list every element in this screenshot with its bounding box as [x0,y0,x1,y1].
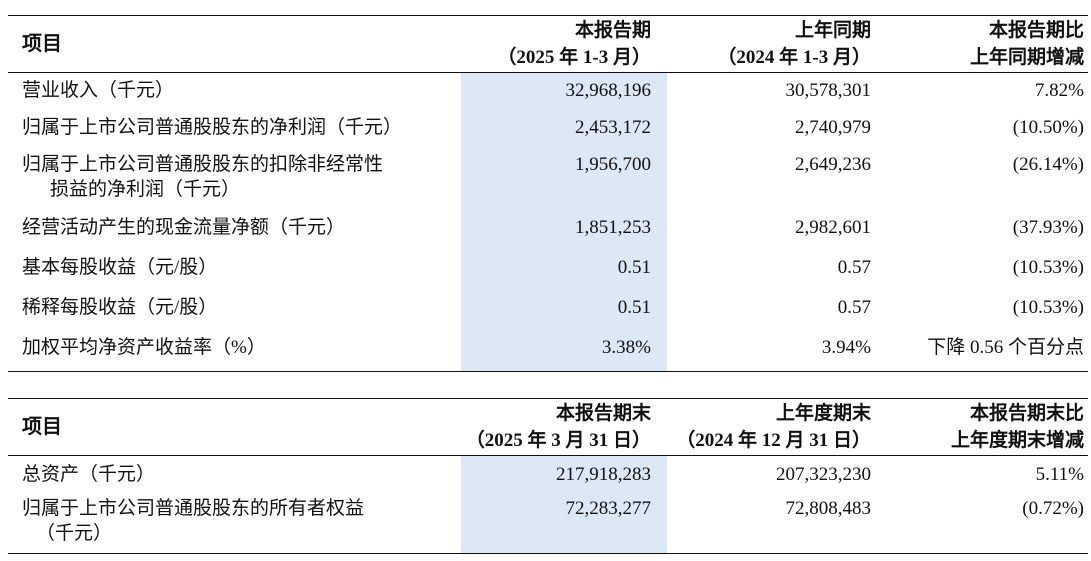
row-prior: 2,649,236 [795,154,871,175]
row-label: 总资产（千元） [22,464,156,485]
row-label-line2: 损益的净利润（千元） [50,179,241,200]
balance-summary-table: 项目 本报告期末 （2025 年 3 月 31 日） 上年度期末 （2024 年… [8,398,1088,554]
row-label: 归属于上市公司普通股股东的扣除非经常性 损益的净利润（千元） [8,152,453,210]
header-change-line1: 本报告期比 [988,20,1084,41]
table-row: 经营活动产生的现金流量净额（千元） 1,851,253 2,982,601 (3… [8,210,1088,250]
row-current: 0.51 [617,257,651,278]
table-body: 营业收入（千元） 32,968,196 30,578,301 7.82% 归属于… [8,73,1088,371]
row-change: (10.53%) [1012,257,1084,278]
table-row: 营业收入（千元） 32,968,196 30,578,301 7.82% [8,73,1088,110]
table-row: 归属于上市公司普通股股东的净利润（千元） 2,453,172 2,740,979… [8,110,1088,147]
current-period-highlight [461,456,667,553]
row-label: 归属于上市公司普通股股东的净利润（千元） [22,117,403,138]
row-change: (10.53%) [1012,297,1084,318]
row-prior: 2,982,601 [795,217,871,238]
row-label: 营业收入（千元） [22,80,175,101]
table-body: 总资产（千元） 217,918,283 207,323,230 5.11% 归属… [8,456,1088,553]
header-change-line1: 本报告期末比 [969,403,1084,424]
row-change: (0.72%) [1022,498,1084,519]
row-label: 基本每股收益（元/股） [22,257,218,278]
header-current-line1: 本报告期 [574,20,651,41]
header-prior-line2: （2024 年 1-3 月） [717,47,871,68]
header-current-line2: （2025 年 3 月 31 日） [465,430,651,451]
row-prior: 0.57 [837,297,871,318]
row-change: (37.93%) [1012,217,1084,238]
header-change: 本报告期比 上年同期增减 [879,17,1088,71]
header-current-line2: （2025 年 1-3 月） [497,47,651,68]
header-item: 项目 [22,415,62,438]
row-label: 加权平均净资产收益率（%） [22,337,266,358]
table-header-row: 项目 本报告期末 （2025 年 3 月 31 日） 上年度期末 （2024 年… [8,399,1088,455]
row-change: (26.14%) [1012,154,1084,175]
table-row: 归属于上市公司普通股股东的扣除非经常性 损益的净利润（千元） 1,956,700… [8,147,1088,210]
row-current: 1,851,253 [575,217,651,238]
row-current: 1,956,700 [575,154,651,175]
row-change: 7.82% [1034,80,1084,101]
header-change-line2: 上年度期末增减 [950,430,1084,451]
table-row: 归属于上市公司普通股股东的所有者权益 （千元） 72,283,277 72,80… [8,494,1088,553]
financial-summary-table: 项目 本报告期 （2025 年 1-3 月） 上年同期 （2024 年 1-3 … [8,15,1088,372]
header-prior-period: 上年同期 （2024 年 1-3 月） [659,17,879,71]
header-item: 项目 [22,32,62,55]
row-prior: 207,323,230 [776,464,871,485]
header-current-line1: 本报告期末 [555,403,651,424]
table-row: 加权平均净资产收益率（%） 3.38% 3.94% 下降 0.56 个百分点 [8,330,1088,371]
row-label: 归属于上市公司普通股股东的所有者权益 （千元） [8,496,453,553]
row-label-line1: 归属于上市公司普通股股东的扣除非经常性 [22,154,384,175]
row-prior: 2,740,979 [795,117,871,138]
table-top-rule [8,398,1088,399]
table-top-rule [8,15,1088,16]
row-label: 经营活动产生的现金流量净额（千元） [22,217,346,238]
row-change: 下降 0.56 个百分点 [927,337,1084,358]
header-bottom-rule [8,72,1088,73]
table-header-row: 项目 本报告期 （2025 年 1-3 月） 上年同期 （2024 年 1-3 … [8,16,1088,72]
header-prior-line2: （2024 年 12 月 31 日） [676,430,871,451]
row-prior: 0.57 [837,257,871,278]
header-change: 本报告期末比 上年度期末增减 [879,400,1088,454]
row-current: 3.38% [601,337,651,358]
row-current: 32,968,196 [565,80,652,101]
header-prior-line1: 上年度期末 [775,403,871,424]
table-row: 稀释每股收益（元/股） 0.51 0.57 (10.53%) [8,290,1088,330]
header-bottom-rule [8,455,1088,456]
row-current: 2,453,172 [575,117,651,138]
row-change: (10.50%) [1012,117,1084,138]
row-current: 217,918,283 [556,464,651,485]
current-period-highlight [461,73,667,371]
header-change-line2: 上年同期增减 [969,47,1084,68]
table-row: 总资产（千元） 217,918,283 207,323,230 5.11% [8,456,1088,494]
table-bottom-rule [8,553,1088,554]
table-bottom-rule [8,371,1088,372]
table-row: 基本每股收益（元/股） 0.51 0.57 (10.53%) [8,250,1088,290]
row-current: 0.51 [617,297,651,318]
row-change: 5.11% [1035,464,1084,485]
row-label-line2: （千元） [36,523,113,544]
header-current-period: 本报告期 （2025 年 1-3 月） [453,17,659,71]
row-current: 72,283,277 [565,498,652,519]
row-label-line1: 归属于上市公司普通股股东的所有者权益 [22,498,365,519]
header-current-period-end: 本报告期末 （2025 年 3 月 31 日） [453,400,659,454]
row-label: 稀释每股收益（元/股） [22,297,218,318]
header-prior-line1: 上年同期 [794,20,871,41]
row-prior: 72,808,483 [785,498,872,519]
header-prior-year-end: 上年度期末 （2024 年 12 月 31 日） [659,400,879,454]
row-prior: 3.94% [821,337,871,358]
row-prior: 30,578,301 [785,80,872,101]
